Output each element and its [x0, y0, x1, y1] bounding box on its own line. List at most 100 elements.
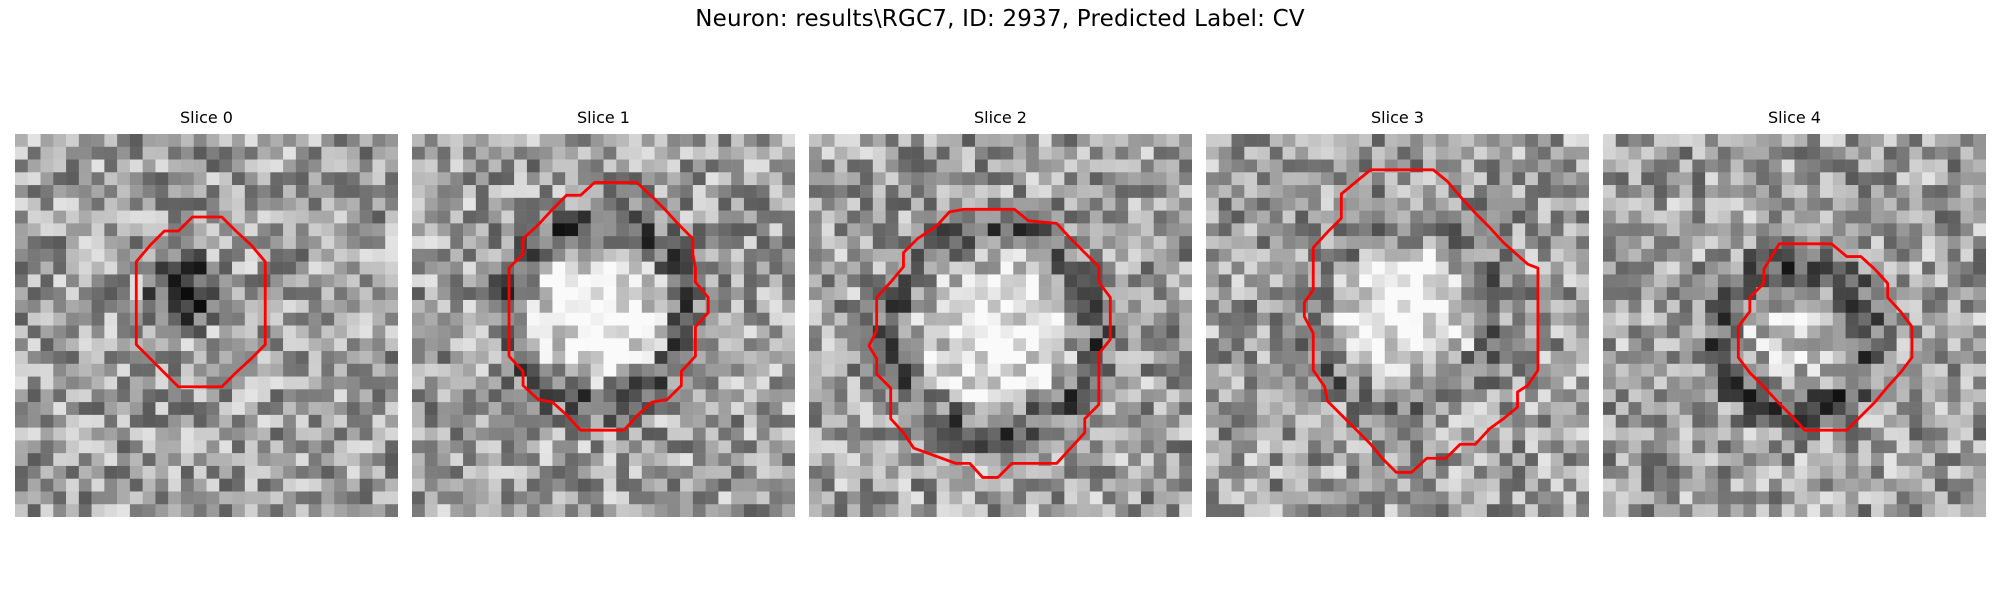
pixel	[1384, 376, 1398, 390]
pixel	[1717, 325, 1731, 339]
pixel	[1832, 376, 1846, 390]
pixel	[1781, 299, 1795, 313]
pixel	[1679, 287, 1693, 301]
pixel	[1308, 478, 1322, 492]
pixel	[1026, 491, 1040, 505]
pixel	[1231, 478, 1245, 492]
pixel	[1423, 338, 1437, 352]
pixel	[641, 159, 655, 173]
pixel	[898, 299, 912, 313]
pixel	[1218, 453, 1232, 467]
pixel	[1026, 261, 1040, 275]
pixel	[1960, 197, 1974, 211]
pixel	[974, 299, 988, 313]
pixel	[283, 427, 297, 441]
pixel	[1486, 363, 1500, 377]
pixel	[1448, 274, 1462, 288]
pixel	[923, 465, 937, 479]
pixel	[27, 274, 41, 288]
pixel	[372, 363, 386, 377]
pixel	[756, 402, 770, 416]
pixel	[295, 389, 309, 403]
pixel	[756, 414, 770, 428]
pixel	[1346, 223, 1360, 237]
pixel	[1768, 261, 1782, 275]
pixel	[180, 274, 194, 288]
pixel	[1730, 134, 1744, 148]
pixel	[78, 504, 92, 517]
pixel	[1486, 261, 1500, 275]
pixel	[104, 389, 118, 403]
pixel	[155, 159, 169, 173]
pixel	[1628, 172, 1642, 186]
pixel	[488, 312, 502, 326]
pixel	[117, 223, 131, 237]
pixel	[346, 312, 360, 326]
pixel	[565, 440, 579, 454]
pixel	[117, 274, 131, 288]
pixel	[923, 325, 937, 339]
pixel	[193, 427, 207, 441]
pixel	[1845, 478, 1859, 492]
pixel	[1461, 248, 1475, 262]
pixel	[1550, 491, 1564, 505]
pixel	[1679, 261, 1693, 275]
pixel	[66, 363, 80, 377]
pixel	[206, 440, 220, 454]
pixel	[450, 465, 464, 479]
pixel	[1525, 453, 1539, 467]
pixel	[1282, 453, 1296, 467]
pixel	[1666, 210, 1680, 224]
pixel	[974, 261, 988, 275]
pixel	[847, 134, 861, 148]
pixel	[1628, 491, 1642, 505]
pixel	[1179, 159, 1192, 173]
pixel	[1692, 134, 1706, 148]
pixel	[295, 453, 309, 467]
pixel	[641, 363, 655, 377]
pixel	[1371, 312, 1385, 326]
pixel	[1295, 325, 1309, 339]
pixel	[1679, 453, 1693, 467]
pixel	[1820, 248, 1834, 262]
pixel	[450, 172, 464, 186]
pixel	[346, 402, 360, 416]
pixel	[1947, 453, 1961, 467]
pixel	[565, 274, 579, 288]
pixel	[539, 236, 553, 250]
pixel	[1973, 427, 1986, 441]
pixel	[193, 389, 207, 403]
pixel	[667, 504, 681, 517]
pixel	[1206, 210, 1220, 224]
pixel	[1692, 223, 1706, 237]
pixel	[424, 236, 438, 250]
pixel	[1960, 210, 1974, 224]
pixel	[501, 351, 515, 365]
pixel	[1206, 325, 1220, 339]
pixel	[654, 248, 668, 262]
pixel	[962, 351, 976, 365]
pixel	[1922, 453, 1936, 467]
pixel	[412, 197, 426, 211]
pixel	[1922, 248, 1936, 262]
pixel	[1883, 351, 1897, 365]
pixel	[1064, 146, 1078, 160]
pixel	[641, 440, 655, 454]
pixel	[1026, 146, 1040, 160]
pixel	[1794, 146, 1808, 160]
pixel	[821, 146, 835, 160]
pixel	[872, 402, 886, 416]
pixel	[142, 363, 156, 377]
pixel	[847, 402, 861, 416]
pixel	[1026, 274, 1040, 288]
pixel	[1000, 146, 1014, 160]
pixel	[475, 312, 489, 326]
pixel	[15, 402, 29, 416]
pixel	[590, 465, 604, 479]
pixel	[346, 465, 360, 479]
pixel	[1922, 389, 1936, 403]
pixel	[949, 159, 963, 173]
pixel	[1756, 197, 1770, 211]
pixel	[1537, 248, 1551, 262]
pixel	[974, 453, 988, 467]
